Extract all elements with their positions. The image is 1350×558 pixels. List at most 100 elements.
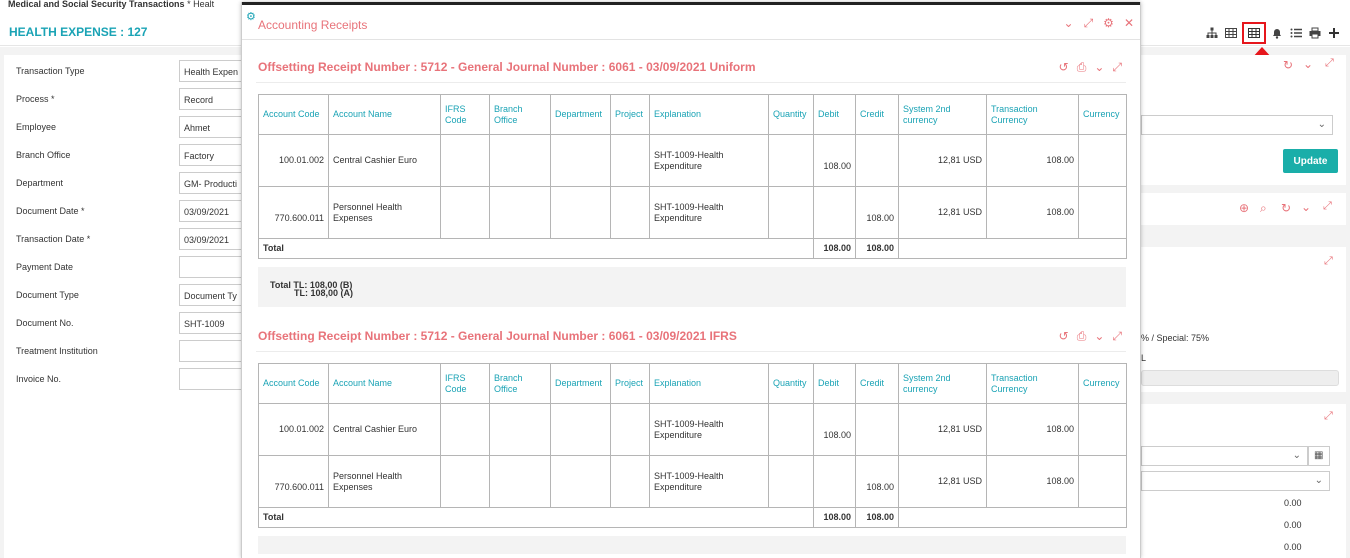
receipt-table: Account Code Account Name IFRS Code Bran…	[258, 94, 1127, 259]
chevron-down-icon: ⌄	[1317, 119, 1326, 130]
column-header[interactable]: Currency	[1078, 94, 1127, 135]
column-header[interactable]: IFRS Code	[440, 363, 490, 404]
refresh-icon[interactable]: ↻	[1283, 58, 1294, 72]
plus-icon[interactable]	[1326, 25, 1342, 41]
chevron-down-icon[interactable]: ⌄	[1303, 57, 1314, 71]
employee-input[interactable]: Ahmet	[179, 116, 249, 138]
project-cell	[610, 403, 650, 456]
column-header[interactable]: Quantity	[768, 94, 814, 135]
column-header[interactable]: System 2nd currency	[898, 94, 987, 135]
expand-icon[interactable]: ⤢	[1325, 57, 1334, 69]
table-icon[interactable]	[1242, 22, 1266, 44]
column-header[interactable]: Explanation	[649, 94, 769, 135]
search-icon[interactable]: ⌕	[1260, 201, 1267, 215]
column-header[interactable]: Project	[610, 94, 650, 135]
column-header[interactable]: Credit	[855, 363, 899, 404]
transaction-currency-cell: 108.00	[986, 134, 1079, 187]
gear-icon[interactable]: ⚙	[1103, 16, 1114, 30]
table-row[interactable]: 100.01.002 Central Cashier Euro SHT-1009…	[258, 134, 1127, 187]
column-header[interactable]: Branch Office	[489, 94, 551, 135]
l-text: L	[1141, 353, 1147, 363]
right-select-1[interactable]: ⌄	[1141, 115, 1333, 135]
department-cell	[550, 455, 611, 508]
sitemap-icon[interactable]	[1204, 25, 1220, 41]
column-header[interactable]: Account Name	[328, 363, 441, 404]
add-circle-icon[interactable]: ⊕	[1239, 201, 1250, 215]
column-header[interactable]: Department	[550, 94, 611, 135]
column-header[interactable]: Project	[610, 363, 650, 404]
document-date-input[interactable]: 03/09/2021	[179, 200, 249, 222]
chevron-down-icon[interactable]: ⌄	[1094, 329, 1105, 343]
document-type-select[interactable]: Document Ty	[179, 284, 249, 306]
expand-icon[interactable]: ⤢	[1323, 200, 1332, 212]
column-header[interactable]: Account Name	[328, 94, 441, 135]
project-cell	[610, 186, 650, 239]
document-date-label: Document Date *	[16, 206, 85, 216]
update-button[interactable]: Update	[1283, 149, 1338, 173]
expand-icon[interactable]: ⤢	[1112, 329, 1122, 343]
invoice-no-label: Invoice No.	[16, 374, 62, 384]
branch-office-cell	[489, 134, 551, 187]
total-row: Total 108.00 108.00	[258, 238, 1127, 259]
table-header-row: Account Code Account Name IFRS Code Bran…	[258, 363, 1127, 404]
form-row: Treatment Institution	[16, 340, 256, 362]
right-select-2[interactable]: ⌄	[1141, 446, 1308, 466]
document-no-input[interactable]: SHT-1009	[179, 312, 249, 334]
expand-icon[interactable]: ⤢	[1324, 255, 1333, 267]
settings-icon[interactable]: ⚙	[246, 11, 256, 23]
list-icon[interactable]	[1288, 25, 1304, 41]
print-icon[interactable]	[1307, 25, 1323, 41]
calendar-button[interactable]: ▦	[1308, 446, 1330, 466]
column-header[interactable]: Account Code	[258, 363, 329, 404]
column-header[interactable]: Transaction Currency	[986, 363, 1079, 404]
column-header[interactable]: Transaction Currency	[986, 94, 1079, 135]
transaction-date-input[interactable]: 03/09/2021	[179, 228, 249, 250]
column-header[interactable]: System 2nd currency	[898, 363, 987, 404]
table-row[interactable]: 770.600.011 Personnel Health Expenses SH…	[258, 186, 1127, 239]
process-select[interactable]: Record	[179, 88, 249, 110]
payment-date-input[interactable]	[179, 256, 249, 278]
column-header[interactable]: Debit	[813, 363, 856, 404]
ifrs-code-cell	[440, 403, 490, 456]
explanation-cell: SHT-1009-Health Expenditure	[649, 186, 769, 239]
total-tl-a: TL: 108,00 (A)	[294, 288, 354, 298]
column-header[interactable]: Account Code	[258, 94, 329, 135]
column-header[interactable]: Department	[550, 363, 611, 404]
chevron-down-icon: ⌄	[1292, 450, 1301, 461]
column-header[interactable]: Branch Office	[489, 363, 551, 404]
right-select-3[interactable]: ⌄	[1141, 471, 1330, 491]
column-header[interactable]: Quantity	[768, 363, 814, 404]
print-icon[interactable]: ⎙	[1076, 60, 1087, 74]
table-row[interactable]: 770.600.011 Personnel Health Expenses SH…	[258, 455, 1127, 508]
total-empty	[898, 507, 1127, 528]
print-icon[interactable]: ⎙	[1076, 329, 1087, 343]
close-icon[interactable]: ✕	[1123, 16, 1134, 30]
invoice-no-input[interactable]	[179, 368, 249, 390]
department-select[interactable]: GM- Producti	[179, 172, 249, 194]
treatment-institution-input[interactable]	[179, 340, 249, 362]
expand-icon[interactable]: ⤢	[1112, 60, 1122, 74]
total-empty	[898, 238, 1127, 259]
chevron-down-icon[interactable]: ⌄	[1063, 16, 1074, 30]
calculator-icon[interactable]	[1223, 25, 1239, 41]
column-header[interactable]: Currency	[1078, 363, 1127, 404]
history-icon[interactable]: ↺	[1058, 329, 1069, 343]
column-header[interactable]: IFRS Code	[440, 94, 490, 135]
form-row: Payment Date	[16, 256, 256, 278]
chevron-down-icon[interactable]: ⌄	[1094, 60, 1105, 74]
column-header[interactable]: Credit	[855, 94, 899, 135]
column-header[interactable]: Debit	[813, 94, 856, 135]
refresh-icon[interactable]: ↻	[1281, 201, 1292, 215]
chevron-down-icon[interactable]: ⌄	[1301, 200, 1312, 214]
expand-icon[interactable]: ⤢	[1083, 16, 1094, 30]
column-header[interactable]: Explanation	[649, 363, 769, 404]
table-row[interactable]: 100.01.002 Central Cashier Euro SHT-1009…	[258, 403, 1127, 456]
transaction-type-select[interactable]: Health Expen	[179, 60, 249, 82]
bell-icon[interactable]	[1269, 25, 1285, 41]
breadcrumb-current: * Healt	[187, 0, 215, 9]
history-icon[interactable]: ↺	[1058, 60, 1069, 74]
branch-office-select[interactable]: Factory	[179, 144, 249, 166]
expand-icon[interactable]: ⤢	[1324, 410, 1333, 422]
divider	[256, 351, 1126, 352]
breadcrumb-app[interactable]: Medical and Social Security Transactions	[8, 0, 185, 9]
